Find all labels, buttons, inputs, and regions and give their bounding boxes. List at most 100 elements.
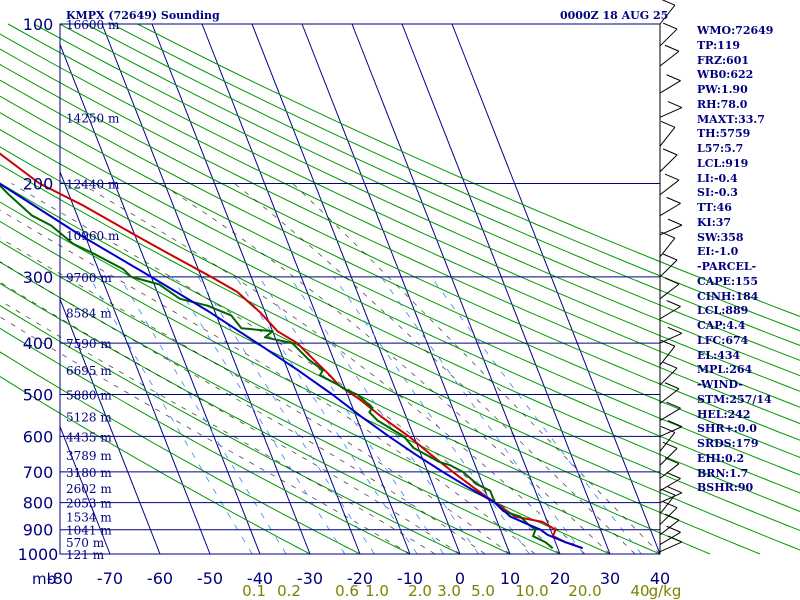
dry-adiabat-lines (0, 23, 800, 555)
height-label: 4435 m (66, 430, 112, 444)
wind-barb-flag (662, 501, 678, 509)
index-item: FRZ:601 (697, 53, 750, 67)
wind-barb-flag (662, 361, 678, 369)
dry-adiabat-line (33, 23, 800, 377)
wind-barb-flag (667, 486, 683, 494)
dry-adiabat-line (0, 282, 511, 555)
height-label: 16600 m (66, 18, 120, 32)
wind-barb (659, 4, 676, 25)
moist-adiabat-line (0, 209, 536, 555)
wind-barb (659, 283, 680, 300)
dewpoint-trace (0, 184, 554, 549)
index-item: MAXT:33.7 (697, 112, 765, 126)
index-item: WMO:72649 (697, 24, 774, 37)
pressure-tick-label: 900 (23, 521, 54, 540)
wind-barb-flag (667, 101, 683, 109)
isotherm-line (351, 23, 561, 555)
dry-adiabat-line (0, 33, 800, 408)
wind-barb-flag (661, 0, 676, 6)
wind-barb-flag (664, 44, 680, 52)
index-item: MPL:264 (697, 363, 753, 377)
wind-barb (659, 492, 683, 504)
wind-barb-flag (667, 535, 683, 543)
dry-adiabat-line (0, 375, 311, 555)
height-label: 7590 m (66, 337, 112, 351)
mixing-ratio-label: 2.0 (408, 582, 432, 600)
wind-barb (659, 237, 676, 258)
wind-barb (659, 28, 678, 47)
wind-barb (659, 367, 678, 386)
index-item: LCL:889 (697, 304, 749, 318)
mixing-ratio-lines (89, 276, 642, 555)
parcel-trace (0, 182, 584, 550)
station-title: KMPX (72649) Sounding (66, 9, 220, 22)
wind-barb (659, 432, 676, 452)
index-item: EI:-1.0 (697, 245, 739, 259)
wind-barb (659, 80, 681, 94)
height-label: 12440 m (66, 178, 120, 192)
wind-barb (659, 259, 678, 278)
temperature-tick-label: -40 (247, 569, 273, 588)
index-item: RH:78.0 (697, 97, 748, 111)
pressure-tick-labels: 100 200 300 400 500 600 700 800 900 1000 (18, 15, 59, 564)
indices-panel: WMO:72649 TP:119 FRZ:601 WB0:622 PW:1.90 RH:7… (697, 24, 797, 496)
wind-barb-flag (662, 253, 678, 261)
y-axis-label: mb (32, 570, 56, 588)
wind-barb-flag (667, 218, 683, 226)
moist-adiabat-line (80, 183, 586, 555)
index-item: L57:5.7 (697, 142, 744, 155)
mixing-ratio-label: 3.0 (437, 582, 461, 600)
mixing-ratio-label: 0.2 (277, 582, 301, 600)
isotherm-line (59, 299, 161, 555)
moist-adiabat-line (0, 281, 461, 555)
dry-adiabat-line (0, 63, 800, 441)
temperature-tick-label: 10 (500, 569, 520, 588)
isotherm-line (451, 23, 661, 555)
dry-adiabat-line (0, 201, 711, 555)
index-item: -WIND- (697, 378, 743, 391)
index-item: BRN:1.7 (697, 466, 749, 480)
height-label: 121 m (66, 548, 105, 562)
temperature-tick-label: 40 (650, 569, 670, 588)
index-item: LFC:674 (697, 333, 749, 347)
wind-barb-flag (664, 277, 680, 285)
mixing-ratio-line (89, 276, 253, 555)
wind-barb (659, 50, 680, 67)
isotherm-line (151, 23, 361, 555)
index-item: TT:46 (697, 201, 732, 214)
wind-barb (659, 541, 683, 553)
height-label: 1041 m (66, 524, 112, 538)
dry-adiabat-line (0, 164, 800, 551)
height-label: 10960 m (66, 229, 120, 243)
mixing-ratio-line (430, 276, 642, 555)
isotherm-line (251, 23, 461, 555)
index-item: -PARCEL- (697, 260, 757, 273)
wind-barb-flag (660, 426, 676, 433)
pressure-tick-label: 700 (23, 463, 54, 482)
dry-adiabat-line (0, 112, 800, 494)
temperature-tick-label: 20 (550, 569, 570, 588)
dry-adiabat-line (0, 146, 800, 532)
temperature-tick-label: 0 (455, 569, 465, 588)
height-label: 3789 m (66, 449, 112, 463)
temperature-tick-label: -10 (397, 569, 423, 588)
wind-barb-flag (662, 22, 678, 30)
dry-adiabat-line (111, 23, 800, 332)
index-item: EHI:0.2 (697, 451, 745, 465)
wind-barb-flag (666, 525, 681, 533)
height-label: 5880 m (66, 388, 112, 402)
temperature-trace (0, 152, 584, 550)
temperature-tick-label: -60 (147, 569, 173, 588)
wind-barb-flag (666, 472, 681, 479)
height-label: 2602 m (66, 482, 112, 496)
index-item: TP:119 (697, 38, 741, 52)
wind-barb (659, 388, 680, 404)
height-label: 8584 m (66, 306, 112, 320)
pressure-tick-label: 300 (23, 268, 54, 287)
index-item: SI:-0.3 (697, 186, 738, 200)
temperature-tick-labels: -80 -70 -60 -50 -40 -30 -20 -10 0 10 20 30 40 (47, 569, 670, 588)
wind-barb-flag (667, 420, 683, 428)
mixing-ratio-label: g/kg (649, 582, 682, 600)
index-item: LI:-0.4 (697, 171, 738, 185)
mixing-ratio-label: 10.0 (515, 582, 548, 600)
